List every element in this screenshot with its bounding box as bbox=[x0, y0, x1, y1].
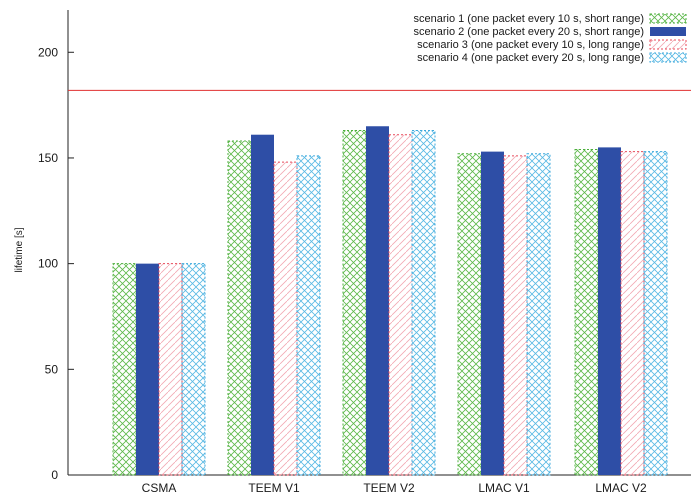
legend-swatch bbox=[649, 13, 687, 24]
legend-label: scenario 4 (one packet every 20 s, long … bbox=[417, 52, 644, 64]
bar bbox=[136, 263, 159, 475]
legend-label: scenario 3 (one packet every 10 s, long … bbox=[417, 39, 644, 51]
y-tick-label: 150 bbox=[38, 151, 58, 165]
bar bbox=[158, 263, 183, 476]
x-category-label: CSMA bbox=[142, 481, 177, 493]
bar bbox=[620, 151, 645, 476]
legend-label: scenario 1 (one packet every 10 s, short… bbox=[413, 13, 644, 25]
y-tick-label: 100 bbox=[38, 257, 58, 271]
bar bbox=[643, 151, 668, 476]
bar bbox=[388, 134, 413, 476]
legend-swatch bbox=[649, 39, 687, 50]
bar bbox=[481, 151, 504, 475]
bar bbox=[342, 129, 367, 476]
y-tick-label: 200 bbox=[38, 45, 58, 59]
bar bbox=[227, 140, 252, 476]
x-category-label: LMAC V1 bbox=[478, 481, 530, 493]
legend-swatch bbox=[650, 27, 686, 36]
bar bbox=[411, 129, 436, 476]
bar bbox=[273, 161, 298, 476]
y-tick-label: 0 bbox=[51, 468, 58, 482]
y-axis-label: lifetime [s] bbox=[14, 227, 25, 272]
legend: scenario 1 (one packet every 10 s, short… bbox=[413, 13, 687, 64]
bar bbox=[112, 263, 137, 476]
bar bbox=[574, 149, 599, 476]
x-category-label: TEEM V2 bbox=[363, 481, 415, 493]
x-category-label: LMAC V2 bbox=[595, 481, 647, 493]
bar bbox=[181, 263, 206, 476]
bar bbox=[598, 147, 621, 476]
y-tick-label: 50 bbox=[45, 362, 59, 376]
legend-swatch bbox=[649, 52, 687, 63]
bar bbox=[457, 153, 482, 476]
legend-label: scenario 2 (one packet every 20 s, short… bbox=[413, 26, 644, 38]
bar bbox=[366, 126, 389, 475]
bar bbox=[526, 153, 551, 476]
bar bbox=[251, 134, 274, 476]
x-category-label: TEEM V1 bbox=[248, 481, 300, 493]
bar bbox=[503, 155, 528, 476]
plot-area: 0 50 100 150 200 CSMA TEEM V1 TEEM V2 LMAC V1 LMA… bbox=[38, 10, 691, 493]
bar bbox=[296, 155, 321, 476]
